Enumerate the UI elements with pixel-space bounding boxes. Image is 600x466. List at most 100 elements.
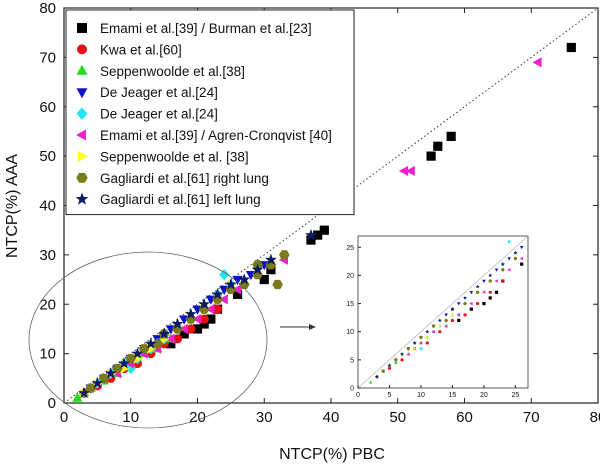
point-square (306, 235, 316, 245)
point-star (144, 337, 157, 349)
point-square (232, 289, 243, 299)
inset-point-triangle-left (431, 329, 435, 334)
point-square (266, 265, 276, 275)
inset-point-star (500, 261, 505, 266)
legend-label: Kwa et al.[60] (100, 42, 182, 57)
inset-y-tick-label: 10 (346, 329, 354, 336)
inset-point-triangle-left (482, 290, 486, 295)
inset-point-star (450, 307, 455, 311)
inset-point-triangle-down (519, 245, 524, 250)
legend-label: Gagliardi et al.[61] right lung (100, 171, 269, 186)
inset-y-tick-label: 15 (346, 301, 354, 308)
point-square (426, 151, 436, 161)
inset-plot: 0 5 10 15 20 25 0 5 10 15 20 25 (346, 235, 529, 399)
point-triangle-left (232, 284, 242, 295)
legend-label: Seppenwoolde et al. [38] (100, 149, 249, 164)
zoom-annotation (28, 251, 316, 429)
y-axis-label: NTCP(%) AAA (4, 154, 21, 258)
y-tick-label: 20 (39, 296, 56, 313)
point-star (158, 327, 171, 339)
inset-point-circle (400, 358, 404, 362)
y-tick-label: 10 (39, 346, 56, 363)
point-hexagon (85, 383, 96, 393)
inset-point-square (457, 318, 461, 323)
point-hexagon (278, 250, 290, 260)
inset-point-triangle-down (507, 257, 511, 261)
legend: Emami et al.[39] / Burman et al.[23] Kwa … (65, 9, 355, 216)
point-star (198, 298, 211, 310)
inset-point-square (488, 296, 492, 300)
legend-marker-hexagon (76, 172, 88, 183)
legend-label: De Jeager et al.[24] (100, 107, 218, 122)
point-square (319, 225, 329, 235)
inset-point-hexagon (381, 369, 386, 373)
point-triangle-left (218, 294, 228, 305)
inset-point-hexagon (419, 335, 423, 339)
inset-point-triangle-left (507, 268, 511, 272)
y-tick-label: 60 (39, 99, 56, 116)
inset-point-star (425, 329, 430, 334)
inset-point-star (400, 352, 405, 356)
inset-identity-line (357, 235, 529, 389)
y-tick-label: 0 (48, 395, 56, 412)
y-tick-label: 70 (39, 49, 56, 66)
inset-point-square (482, 301, 486, 306)
x-tick-label: 40 (323, 409, 340, 426)
point-star (78, 386, 90, 399)
legend-marker-triangle-up (76, 64, 88, 75)
point-square (199, 319, 209, 329)
inset-point-triangle-down (444, 313, 448, 317)
inset-data-points (368, 239, 524, 384)
point-circle (212, 304, 223, 314)
inset-point-triangle-left (456, 313, 461, 317)
point-square (206, 314, 216, 324)
inset-x-tick-label: 20 (480, 392, 488, 399)
inset-point-square (469, 307, 473, 311)
y-tick-label: 50 (39, 148, 56, 165)
y-tick-label: 80 (39, 0, 56, 17)
point-hexagon (152, 339, 163, 349)
point-hexagon (272, 279, 283, 290)
point-triangle-left (178, 323, 188, 334)
legend-label: De Jeager et al.[24] (100, 85, 218, 100)
x-tick-label: 80 (590, 409, 600, 426)
point-hexagon (125, 353, 137, 364)
point-star (171, 317, 184, 330)
inset-y-tick-label: 0 (350, 386, 354, 393)
legend-marker-diamond (76, 107, 88, 120)
point-star (211, 288, 224, 300)
point-square (259, 274, 269, 285)
inset-point-hexagon (444, 318, 448, 323)
x-tick-label: 50 (389, 409, 406, 426)
point-square (179, 329, 189, 339)
inset-point-circle (438, 330, 442, 334)
inset-point-triangle-down (482, 279, 486, 283)
inset-point-hexagon (500, 268, 505, 272)
point-circle (186, 324, 196, 334)
inset-point-hexagon (475, 290, 480, 294)
x-tick-label: 70 (523, 409, 540, 426)
x-tick-label: 10 (122, 409, 139, 426)
main-plot: 0102030405060708001020304050607080 (39, 0, 600, 426)
point-circle (172, 334, 183, 344)
inset-point-circle (450, 318, 455, 323)
inset-point-diamond (507, 239, 511, 244)
legend-marker-triangle-down (76, 88, 88, 99)
inset-point-triangle-left (444, 324, 448, 328)
inset-point-triangle-left (469, 301, 473, 306)
inset-point-hexagon (513, 256, 518, 261)
point-square (192, 324, 203, 334)
x-tick-label: 60 (456, 409, 473, 426)
legend-label: Emami et al.[39] / Agren-Cronqvist [40] (100, 128, 332, 143)
zoom-ellipse (28, 251, 268, 429)
point-square (566, 42, 576, 53)
inset-point-diamond (419, 346, 423, 351)
inset-point-triangle-right (425, 335, 430, 340)
point-square (433, 141, 443, 151)
legend-box (65, 9, 355, 216)
legend-marker-triangle-left (76, 129, 86, 141)
point-star (91, 377, 104, 389)
inset-point-triangle-right (413, 346, 417, 351)
inset-point-circle (501, 279, 505, 283)
